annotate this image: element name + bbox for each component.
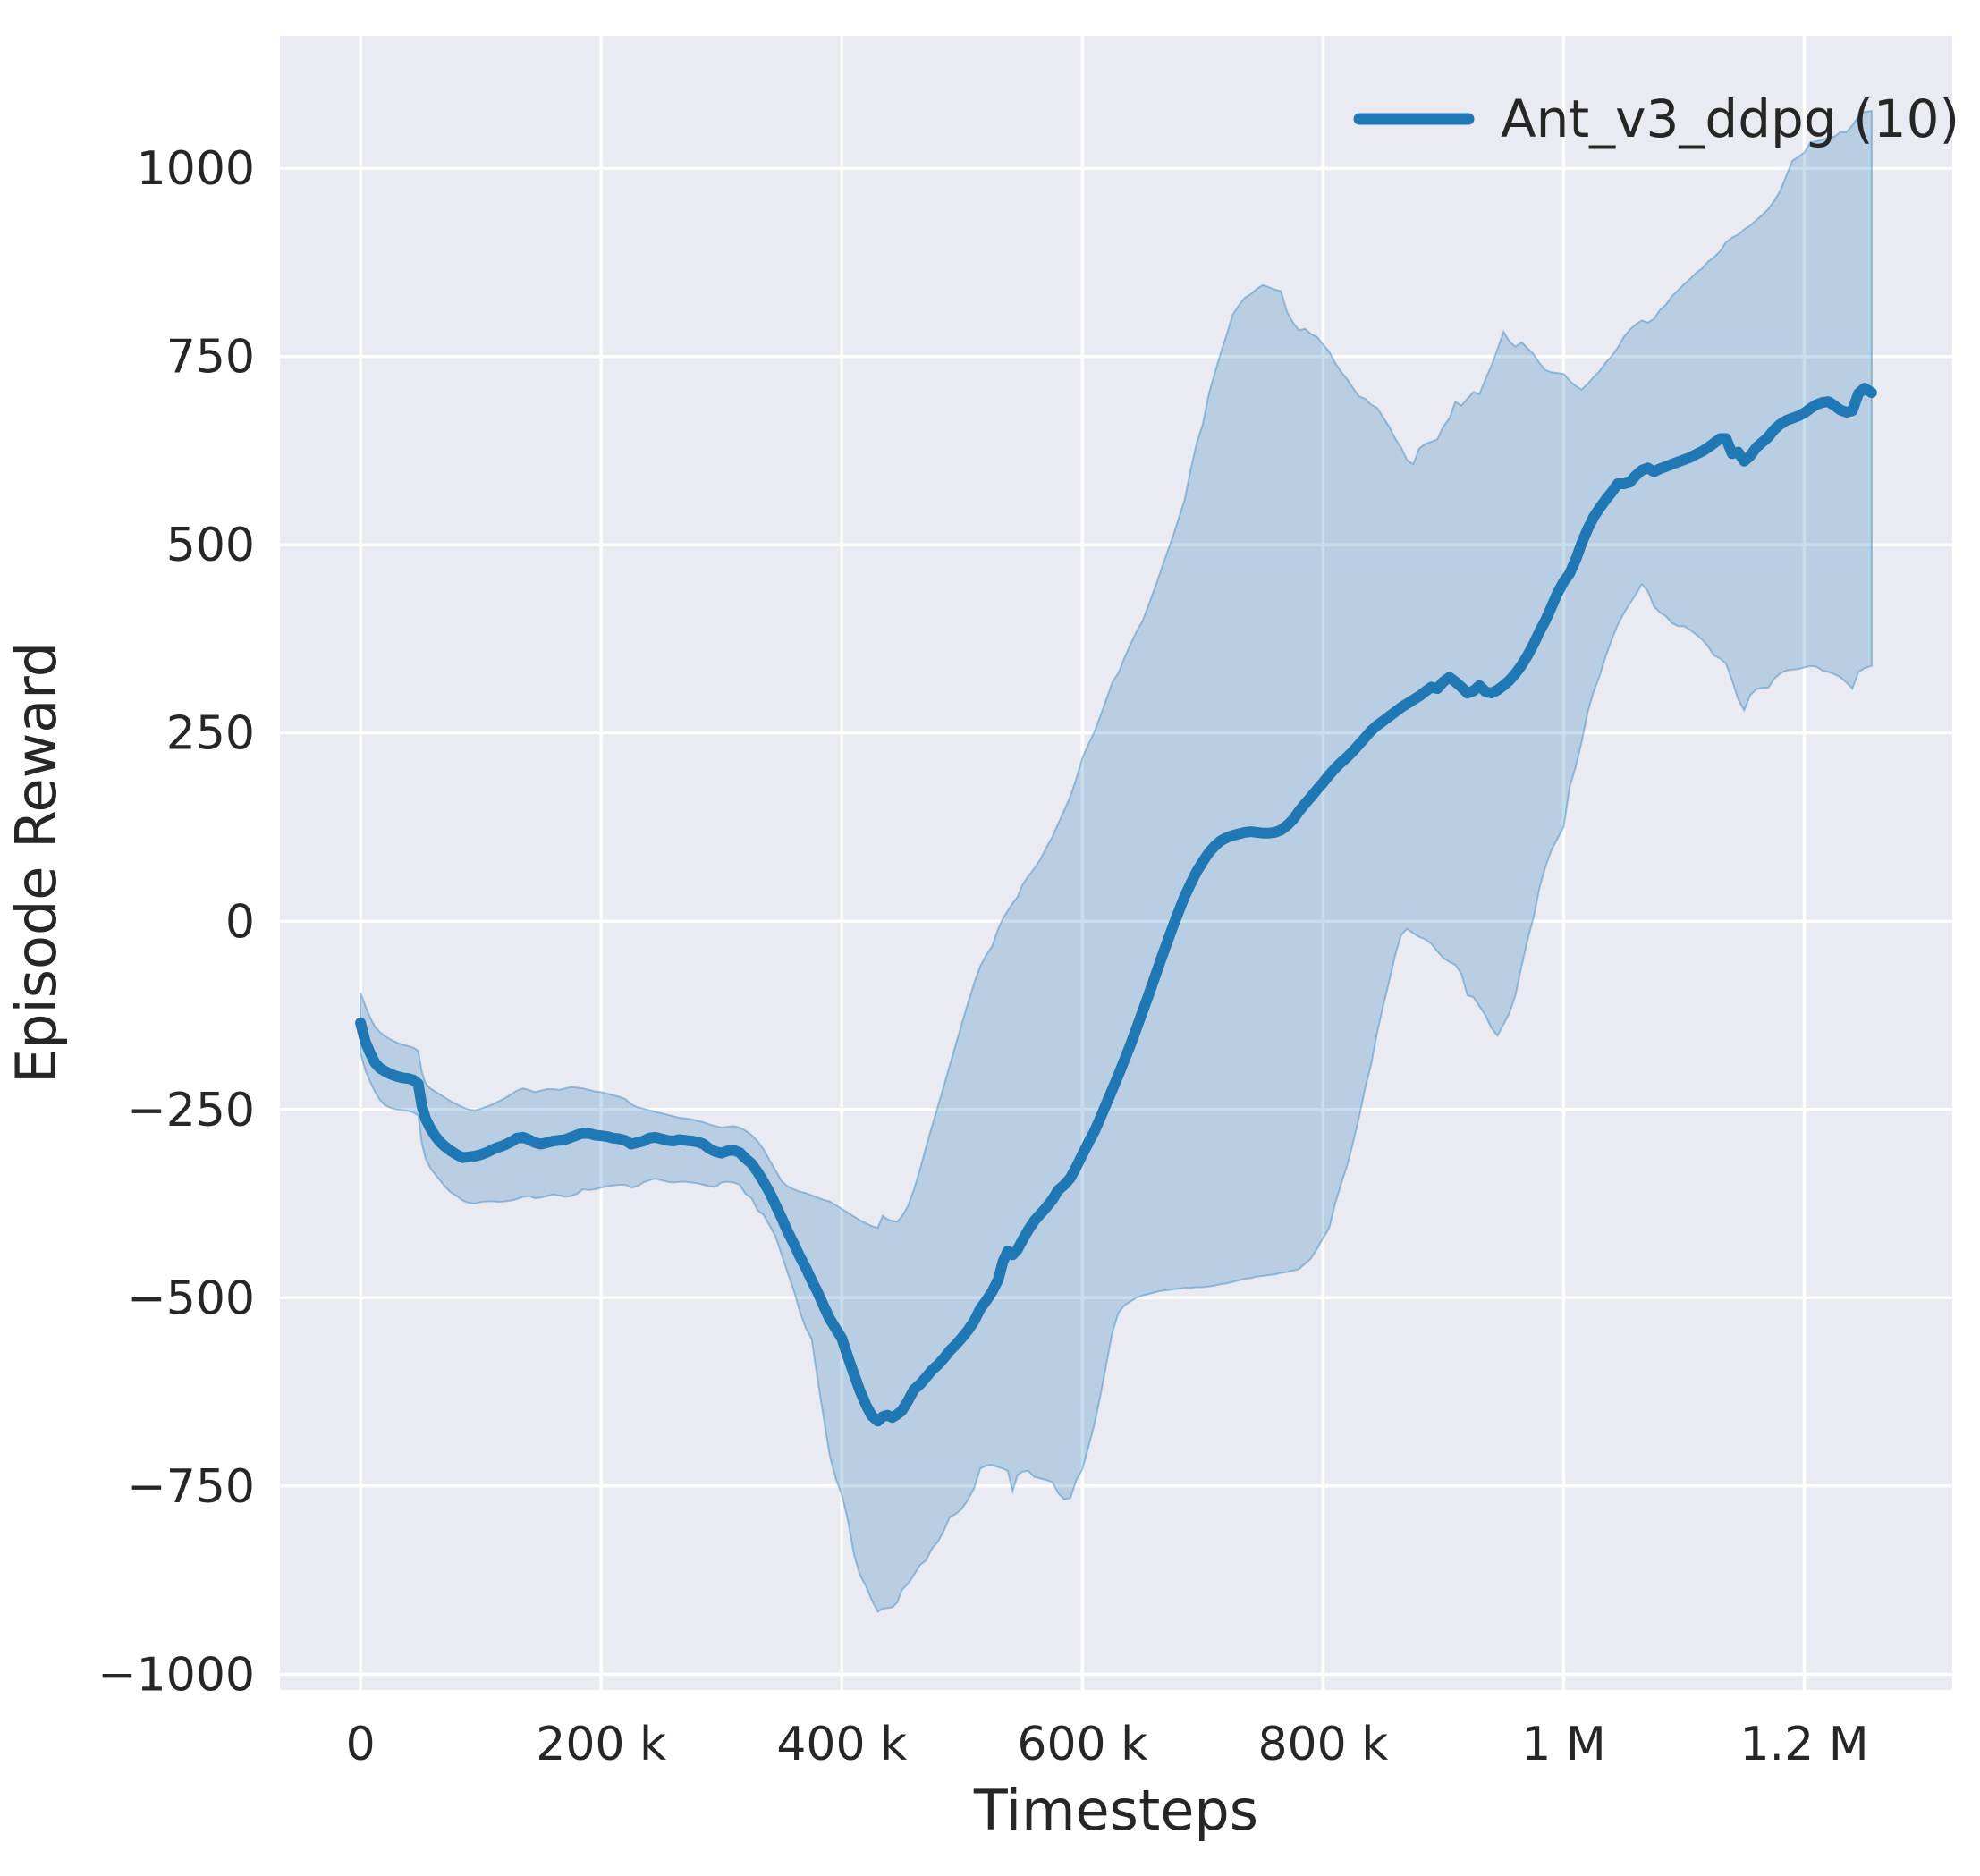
confidence-band-fill [360, 110, 1873, 1613]
x-tick-label: 600 k [1017, 1718, 1147, 1771]
mean-reward-line [355, 383, 1877, 1427]
y-tick-label: 0 [225, 895, 255, 949]
confidence-band [360, 110, 1873, 1613]
y-axis-label: Episode Reward [4, 642, 69, 1084]
x-tick-label: 800 k [1257, 1718, 1388, 1771]
x-tick-labels: 0 200 k 400 k 600 k 800 k 1 M 1.2 M [346, 1718, 1869, 1771]
y-tick-label: 500 [166, 519, 255, 572]
legend: Ant_v3_ddpg (10) [1353, 89, 1959, 149]
y-tick-label: −1000 [97, 1648, 255, 1702]
x-tick-label: 1.2 M [1739, 1718, 1868, 1771]
x-tick-label: 1 M [1521, 1718, 1605, 1771]
y-tick-label: 1000 [137, 142, 255, 196]
x-tick-label: 200 k [536, 1718, 666, 1771]
x-axis-label: Timesteps [973, 1778, 1258, 1843]
y-tick-label: −500 [127, 1272, 255, 1325]
y-tick-label: −750 [127, 1460, 255, 1514]
y-tick-label: 750 [166, 331, 255, 384]
y-tick-label: −250 [127, 1084, 255, 1137]
plot-area [280, 36, 1952, 1690]
y-tick-label: 250 [166, 707, 255, 761]
mean-reward-path [355, 383, 1877, 1427]
legend-label: Ant_v3_ddpg (10) [1501, 89, 1959, 149]
x-tick-label: 0 [346, 1718, 376, 1771]
gridlines [280, 36, 1952, 1690]
y-tick-labels: 1000 750 500 250 0 −250 −500 −750 −1000 [97, 142, 255, 1702]
x-tick-label: 400 k [776, 1718, 907, 1771]
